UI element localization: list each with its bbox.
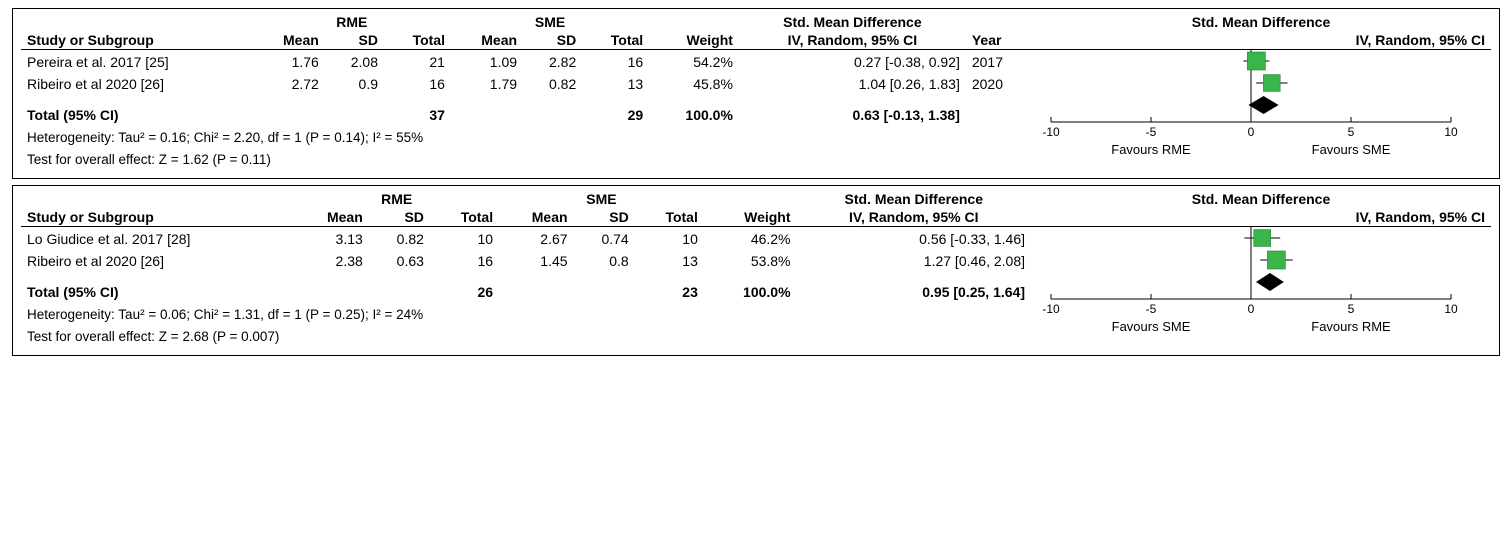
svg-text:Favours SME: Favours SME xyxy=(1312,142,1391,157)
col-weight: Weight xyxy=(649,31,739,50)
col-study: Study or Subgroup xyxy=(21,208,294,227)
svg-text:Favours RME: Favours RME xyxy=(1311,319,1391,334)
col-effect: IV, Random, 95% CI xyxy=(739,31,966,50)
col-sd-b: SD xyxy=(523,31,582,50)
col-study: Study or Subgroup xyxy=(21,31,253,50)
effect-ci: 1.27 [0.46, 2.08] xyxy=(797,250,1031,273)
col-mean-a: Mean xyxy=(253,31,325,50)
col-total-b: Total xyxy=(582,31,649,50)
overall-effect: Test for overall effect: Z = 1.62 (P = 0… xyxy=(21,148,1031,170)
graph-header-1: Std. Mean Difference xyxy=(1031,190,1491,208)
svg-text:-5: -5 xyxy=(1146,125,1157,139)
study-row: Lo Giudice et al. 2017 [28]3.130.82102.6… xyxy=(21,227,1491,251)
forest-plot-1: RMESME Std. Mean DifferenceStd. Mean Diff… xyxy=(12,185,1500,356)
effect-ci: 0.27 [-0.38, 0.92] xyxy=(739,50,966,74)
col-sd-a: SD xyxy=(325,31,384,50)
col-weight: Weight xyxy=(704,208,797,227)
heterogeneity: Heterogeneity: Tau² = 0.16; Chi² = 2.20,… xyxy=(21,127,1031,149)
study-label: Lo Giudice et al. 2017 [28] xyxy=(21,227,294,251)
col-year: Year xyxy=(966,31,1031,50)
col-mean-a: Mean xyxy=(294,208,368,227)
col-mean-b: Mean xyxy=(499,208,573,227)
study-row: Pereira et al. 2017 [25]1.762.08211.092.… xyxy=(21,50,1491,74)
effect-ci: 1.04 [0.26, 1.83] xyxy=(739,73,966,96)
col-total-b: Total xyxy=(635,208,704,227)
col-total-a: Total xyxy=(384,31,451,50)
svg-text:10: 10 xyxy=(1444,302,1458,316)
svg-text:5: 5 xyxy=(1348,302,1355,316)
group-b-header: SME xyxy=(499,190,704,208)
svg-text:Favours RME: Favours RME xyxy=(1111,142,1191,157)
heterogeneity: Heterogeneity: Tau² = 0.06; Chi² = 1.31,… xyxy=(21,304,1031,326)
svg-text:10: 10 xyxy=(1444,125,1458,139)
group-a-header: RME xyxy=(294,190,499,208)
svg-text:-10: -10 xyxy=(1042,302,1060,316)
overall-effect: Test for overall effect: Z = 2.68 (P = 0… xyxy=(21,325,1031,347)
group-b-header: SME xyxy=(451,13,649,31)
col-sd-b: SD xyxy=(574,208,635,227)
col-effect: IV, Random, 95% CI xyxy=(797,208,1031,227)
svg-text:-10: -10 xyxy=(1042,125,1060,139)
svg-text:5: 5 xyxy=(1348,125,1355,139)
study-label: Pereira et al. 2017 [25] xyxy=(21,50,253,74)
graph-header-2: IV, Random, 95% CI xyxy=(1031,208,1491,227)
forest-plot-0: RMESME Std. Mean Difference Std. Mean Diff… xyxy=(12,8,1500,179)
graph-header-1: Std. Mean Difference xyxy=(1031,13,1491,31)
effect-header: Std. Mean Difference xyxy=(739,13,966,31)
forest-graph: -10 -5 0 5 10 Favours SME Favours RME xyxy=(1031,227,1471,347)
svg-text:0: 0 xyxy=(1248,302,1255,316)
svg-text:0: 0 xyxy=(1248,125,1255,139)
col-mean-b: Mean xyxy=(451,31,523,50)
effect-ci: 0.56 [-0.33, 1.46] xyxy=(797,227,1031,251)
svg-text:-5: -5 xyxy=(1146,302,1157,316)
col-total-a: Total xyxy=(430,208,499,227)
effect-header: Std. Mean Difference xyxy=(797,190,1031,208)
study-label: Ribeiro et al 2020 [26] xyxy=(21,73,253,96)
forest-graph: -10 -5 0 5 10 Favours RME Favours SME xyxy=(1031,50,1471,170)
study-label: Ribeiro et al 2020 [26] xyxy=(21,250,294,273)
svg-text:Favours SME: Favours SME xyxy=(1112,319,1191,334)
col-sd-a: SD xyxy=(369,208,430,227)
graph-header-2: IV, Random, 95% CI xyxy=(1031,31,1491,50)
group-a-header: RME xyxy=(253,13,451,31)
